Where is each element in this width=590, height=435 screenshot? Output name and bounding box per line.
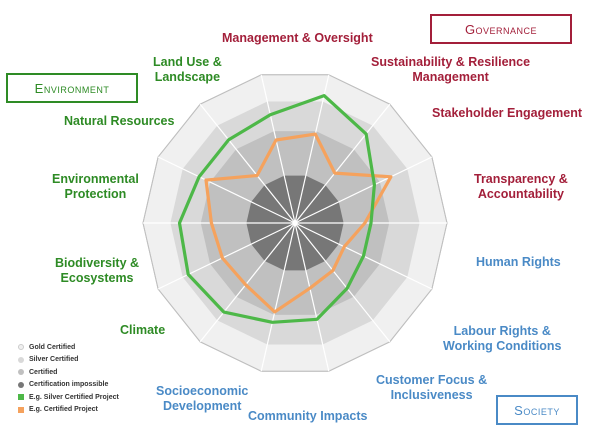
radar-spoke <box>294 103 391 224</box>
radar-spoke <box>260 74 296 224</box>
series-e-g-certified-project <box>204 132 393 314</box>
axis-label-natural-resources: Natural Resources <box>64 114 175 128</box>
axis-label-stakeholder-engagement: Stakeholder Engagement <box>432 106 583 120</box>
axis-label-management-oversight: Management & Oversight <box>222 31 373 45</box>
governance-category-box: Governance <box>430 14 572 44</box>
legend-item: E.g. Certified Project <box>18 404 119 417</box>
radar-spoke <box>294 156 433 224</box>
society-category-box: Society <box>496 395 578 425</box>
axis-label-land-use-landscape: Land Use & Landscape <box>153 55 222 84</box>
legend-swatch-impossible <box>18 381 24 388</box>
legend: Gold Certified Silver Certified Certifie… <box>18 341 119 416</box>
radar-spoke <box>294 222 330 372</box>
axis-label-climate: Climate <box>120 323 166 337</box>
radar-spoke <box>199 222 296 343</box>
axis-label-labour-rights: Labour Rights & Working Conditions <box>443 324 562 353</box>
radar-spoke <box>157 156 296 224</box>
radar-spoke <box>260 222 296 372</box>
legend-swatch-silver-project <box>18 394 24 401</box>
legend-item: Gold Certified <box>18 341 119 354</box>
legend-swatch-gold <box>18 344 24 351</box>
axis-label-community-impacts: Community Impacts <box>248 409 368 423</box>
axis-label-biodiversity-ecosystems: Biodiversity & Ecosystems <box>55 256 140 285</box>
legend-swatch-silver <box>18 356 24 363</box>
axis-label-sustainability-resilience: Sustainability & Resilience Management <box>371 55 531 84</box>
axis-label-customer-focus: Customer Focus & Inclusiveness <box>376 373 488 402</box>
series-e-g-silver-certified-project <box>177 93 376 324</box>
axis-label-socioeconomic-development: Socioeconomic Development <box>156 384 249 413</box>
legend-swatch-certified <box>18 369 24 376</box>
radar-spoke <box>294 222 391 343</box>
legend-item: E.g. Silver Certified Project <box>18 391 119 404</box>
radar-spoke <box>199 103 296 224</box>
legend-item: Certification impossible <box>18 379 119 392</box>
legend-item: Silver Certified <box>18 354 119 367</box>
radar-spoke <box>157 222 296 290</box>
axis-label-transparency-accountability: Transparency & Accountability <box>474 172 568 201</box>
axis-label-environmental-protection: Environmental Protection <box>52 172 139 201</box>
axis-label-human-rights: Human Rights <box>476 255 561 269</box>
legend-swatch-certified-project <box>18 406 24 413</box>
legend-item: Certified <box>18 366 119 379</box>
environment-category-box: Environment <box>6 73 138 103</box>
radar-spoke <box>294 74 330 224</box>
